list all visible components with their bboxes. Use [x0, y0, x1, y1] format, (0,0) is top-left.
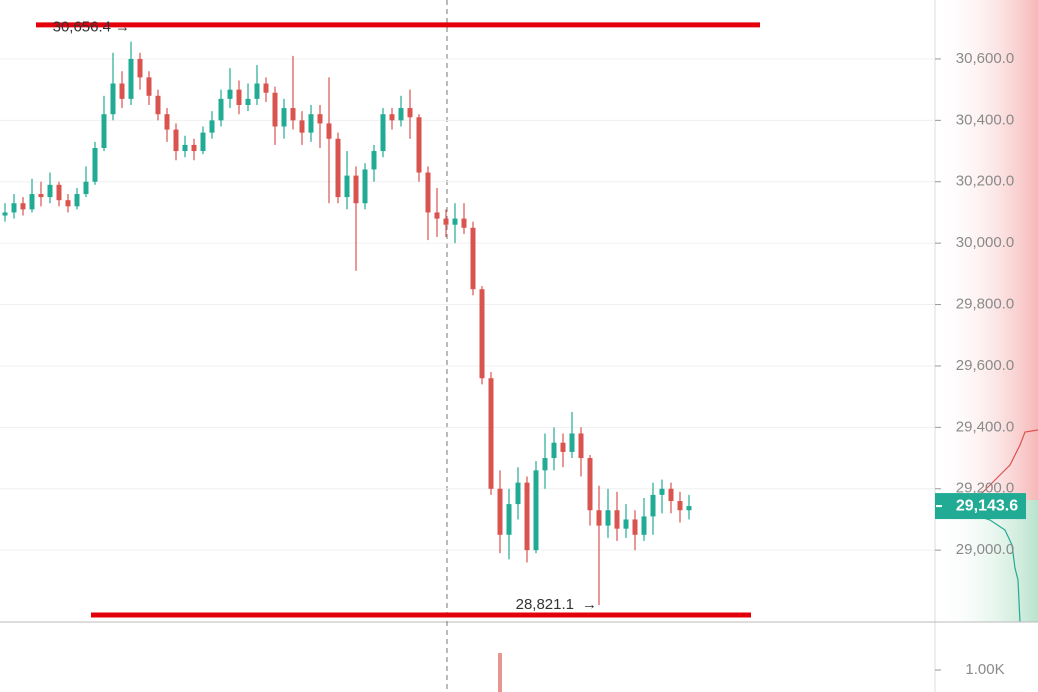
y-tick-label: 30,600.0: [956, 50, 1014, 67]
candle-body: [92, 147, 98, 182]
candle-body: [650, 494, 656, 517]
candle-body: [578, 433, 584, 459]
depth-bid-area: [935, 500, 1038, 622]
candle-body: [569, 433, 575, 452]
candle-body: [533, 470, 539, 551]
low-label: 28,821.1: [516, 596, 574, 613]
candle-body: [389, 114, 395, 121]
candle-body: [497, 488, 503, 535]
candle-body: [128, 58, 134, 99]
candle-body: [146, 77, 152, 96]
candle-body: [2, 212, 8, 216]
candle-body: [398, 108, 404, 121]
candle-body: [290, 108, 296, 121]
candle-body: [614, 510, 620, 529]
candle-body: [362, 169, 368, 204]
candle-body: [668, 488, 674, 502]
volume-bar: [498, 653, 502, 692]
candle-body: [83, 181, 89, 195]
candle-body: [101, 114, 107, 148]
last-price-box: [935, 493, 1026, 520]
candle-body: [56, 184, 62, 201]
candle-body: [470, 227, 476, 290]
candle-body: [263, 83, 269, 93]
candle-body: [506, 504, 512, 535]
candle-body: [416, 117, 422, 173]
candle-body: [29, 194, 35, 210]
candle-body: [479, 289, 485, 379]
candle-body: [632, 519, 638, 535]
candle-body: [425, 172, 431, 213]
candle-body: [74, 194, 80, 207]
candle-body: [281, 108, 287, 127]
candle-body: [344, 175, 350, 198]
candle-body: [191, 144, 197, 152]
candle-body: [407, 108, 413, 118]
candle-body: [515, 482, 521, 505]
y-tick-label: 29,000.0: [956, 541, 1014, 558]
candle-body: [596, 510, 602, 526]
candle-body: [173, 129, 179, 152]
volume-tick-label: 1.00K: [965, 661, 1004, 678]
y-tick-label: 29,600.0: [956, 357, 1014, 374]
candle-body: [380, 114, 386, 152]
candle-body: [353, 175, 359, 204]
candle-body: [461, 218, 467, 228]
candle-body: [335, 138, 341, 198]
candle-body: [236, 89, 242, 105]
low-arrow: →: [582, 596, 597, 613]
candle-body: [209, 120, 215, 133]
candle-body: [164, 114, 170, 130]
candle-body: [254, 83, 260, 99]
y-tick-label: 30,200.0: [956, 173, 1014, 190]
candle-body: [155, 95, 161, 115]
candle-body: [488, 378, 494, 489]
candle-body: [659, 488, 665, 495]
candle-body: [11, 203, 17, 213]
candle-body: [326, 123, 332, 139]
candle-body: [200, 132, 206, 152]
candle-body: [299, 120, 305, 133]
candle-body: [218, 98, 224, 121]
last-price-label: 29,143.6: [956, 497, 1018, 514]
candle-body: [119, 83, 125, 99]
candle-body: [434, 212, 440, 219]
candle-body: [371, 151, 377, 170]
y-tick-label: 30,000.0: [956, 234, 1014, 251]
depth-ask-line: [974, 429, 1038, 501]
candle-body: [65, 200, 71, 207]
candle-body: [686, 506, 692, 511]
y-tick-label: 29,200.0: [956, 480, 1014, 497]
depth-ask-area: [935, 0, 1038, 500]
candle-body: [560, 442, 566, 452]
candle-body: [20, 203, 26, 210]
high-arrow: →: [115, 19, 130, 36]
candle-body: [245, 98, 251, 105]
candle-body: [587, 458, 593, 511]
candle-body: [308, 114, 314, 133]
candle-body: [452, 218, 458, 225]
y-tick-label: 29,800.0: [956, 296, 1014, 313]
candle-body: [137, 58, 143, 78]
high-label: 30,656.4: [53, 19, 111, 36]
candle-body: [524, 482, 530, 551]
candle-body: [605, 510, 611, 526]
candle-body: [551, 442, 557, 459]
candle-body: [641, 516, 647, 535]
candle-body: [542, 458, 548, 471]
candle-body: [677, 501, 683, 511]
candle-body: [110, 83, 116, 115]
candle-body: [317, 114, 323, 124]
candle-body: [227, 89, 233, 99]
candle-body: [38, 194, 44, 198]
candle-body: [47, 184, 53, 198]
candle-body: [443, 218, 449, 225]
y-tick-label: 30,400.0: [956, 111, 1014, 128]
candle-body: [182, 144, 188, 152]
candle-body: [272, 92, 278, 127]
candle-body: [623, 519, 629, 529]
y-tick-label: 29,400.0: [956, 418, 1014, 435]
